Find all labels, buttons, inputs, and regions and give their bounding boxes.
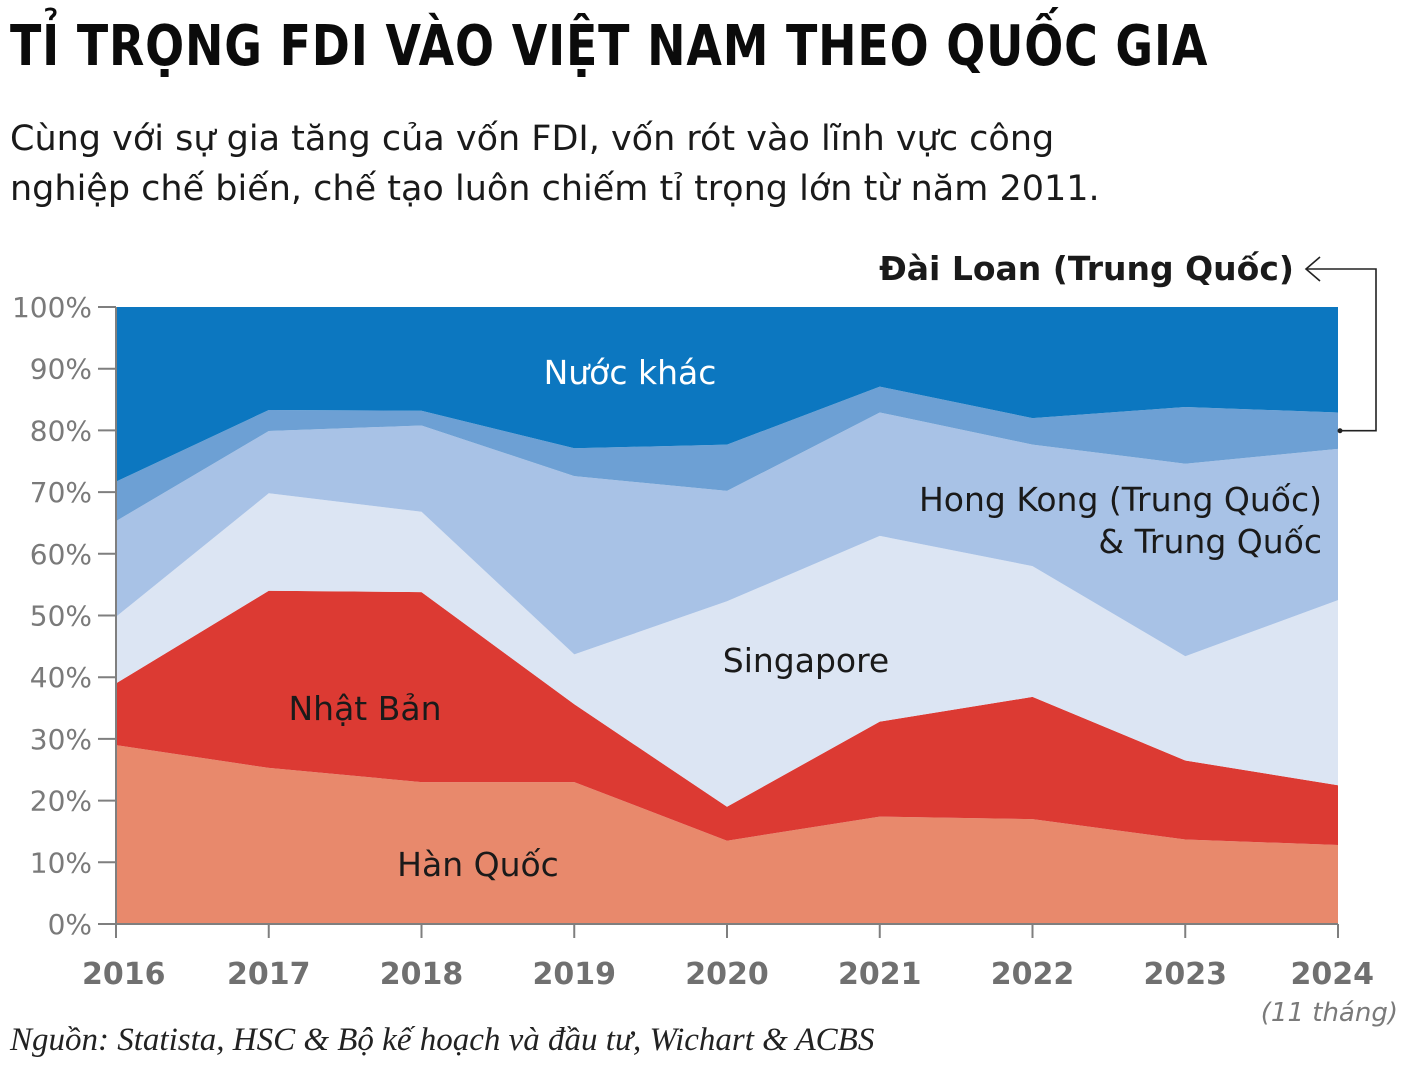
y-tick-label: 60%: [30, 538, 92, 571]
leader-arrowhead: [1304, 256, 1321, 282]
y-tick-label: 70%: [30, 476, 92, 509]
x-tick-label: 2016: [82, 957, 166, 992]
chart-title: TỈ TRỌNG FDI VÀO VIỆT NAM THEO QUỐC GIA: [10, 14, 1209, 79]
x-tick-label: 2017: [227, 957, 311, 992]
x-tick-label: 2018: [380, 957, 464, 992]
subtitle-line-1: Cùng với sự gia tăng của vốn FDI, vốn ró…: [10, 119, 1055, 159]
y-tick-label: 10%: [30, 846, 92, 879]
y-tick-label: 0%: [48, 908, 92, 941]
y-tick-label: 100%: [12, 291, 92, 324]
y-tick-label: 90%: [30, 353, 92, 386]
y-tick-label: 20%: [30, 785, 92, 818]
series-area-4: [116, 412, 1338, 657]
series-label: Nhật Bản: [288, 689, 441, 728]
chart-subtitle: Cùng với sự gia tăng của vốn FDI, vốn ró…: [10, 114, 1310, 214]
series-label: Singapore: [723, 641, 889, 680]
x-tick-label: 2021: [838, 957, 922, 992]
x-tick-label: 2020: [685, 957, 769, 992]
y-tick-label: 40%: [30, 661, 92, 694]
y-tick-label: 80%: [30, 414, 92, 447]
series-area-3: [116, 493, 1338, 807]
series-label: Hong Kong (Trung Quốc): [919, 480, 1322, 519]
subtitle-line-2: nghiệp chế biến, chế tạo luôn chiếm tỉ t…: [10, 169, 1100, 209]
series-label: Nước khác: [544, 353, 717, 392]
series-area-1: [116, 745, 1338, 924]
series-area-5: [116, 386, 1338, 522]
x-tick-label: 2019: [533, 957, 617, 992]
source-note: Nguồn: Statista, HSC & Bộ kế hoạch và đầ…: [10, 1022, 875, 1058]
x-tick-label: 2023: [1144, 957, 1228, 992]
x-tick-label: 2022: [991, 957, 1075, 992]
y-tick-label: 50%: [30, 600, 92, 633]
series-label: & Trung Quốc: [1098, 522, 1322, 561]
series-area-2: [116, 590, 1338, 845]
x-tick-label: 2024: [1291, 957, 1375, 992]
leader-dot: [1337, 428, 1343, 434]
x-tick-note: (11 tháng): [1261, 998, 1398, 1028]
series-area-6: [116, 307, 1338, 482]
series-label-outside: Đài Loan (Trung Quốc): [879, 249, 1294, 288]
y-tick-label: 30%: [30, 723, 92, 756]
leader-line: [1306, 268, 1377, 432]
series-label: Hàn Quốc: [397, 845, 559, 884]
